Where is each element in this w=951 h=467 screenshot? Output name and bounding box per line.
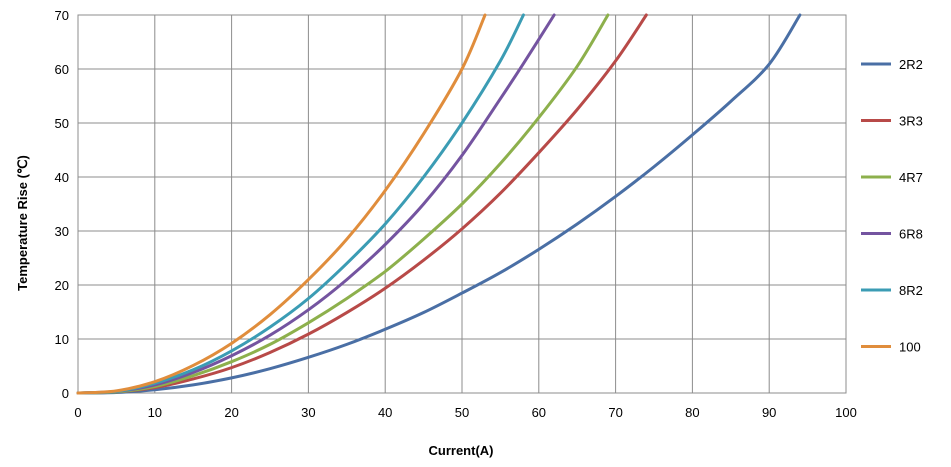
y-tick-label: 10 <box>55 332 69 347</box>
legend: 2R2 3R3 4R7 6R8 8R2 100 <box>861 57 923 355</box>
y-tick-label: 0 <box>62 386 69 401</box>
series-line-2R2 <box>76 13 802 395</box>
legend-label-8R2: 8R2 <box>899 283 923 298</box>
y-tick-label: 30 <box>55 224 69 239</box>
x-tick-label: 100 <box>835 405 857 420</box>
x-tick-label: 60 <box>532 405 546 420</box>
x-tick-label: 10 <box>148 405 162 420</box>
series-lines <box>76 13 802 395</box>
x-tick-label: 90 <box>762 405 776 420</box>
series-line-3R3 <box>76 13 648 395</box>
y-tick-label: 40 <box>55 170 69 185</box>
y-tick-label: 50 <box>55 116 69 131</box>
x-tick-label: 40 <box>378 405 392 420</box>
x-axis-title: Current(A) <box>429 443 494 458</box>
x-tick-label: 80 <box>685 405 699 420</box>
legend-label-3R3: 3R3 <box>899 114 923 129</box>
x-tick-label: 30 <box>301 405 315 420</box>
y-tick-labels: 0 10 20 30 40 50 60 70 <box>55 8 69 401</box>
x-tick-label: 70 <box>608 405 622 420</box>
x-tick-labels: 0 10 20 30 40 50 60 70 80 90 100 <box>74 405 856 420</box>
x-tick-label: 0 <box>74 405 81 420</box>
y-tick-label: 20 <box>55 278 69 293</box>
series-line-8R2 <box>76 13 525 395</box>
x-tick-label: 20 <box>224 405 238 420</box>
series-line-4R7 <box>76 13 610 395</box>
y-axis-title: Temperature Rise (℃) <box>15 155 30 291</box>
series-line-6R8 <box>76 13 556 395</box>
legend-label-2R2: 2R2 <box>899 57 923 72</box>
legend-label-100: 100 <box>899 340 921 355</box>
plot-frame <box>77 14 847 394</box>
x-tick-label: 50 <box>455 405 469 420</box>
y-tick-label: 70 <box>55 8 69 23</box>
y-tick-label: 60 <box>55 62 69 77</box>
series-line-100 <box>76 13 487 395</box>
legend-label-6R8: 6R8 <box>899 227 923 242</box>
legend-label-4R7: 4R7 <box>899 170 923 185</box>
